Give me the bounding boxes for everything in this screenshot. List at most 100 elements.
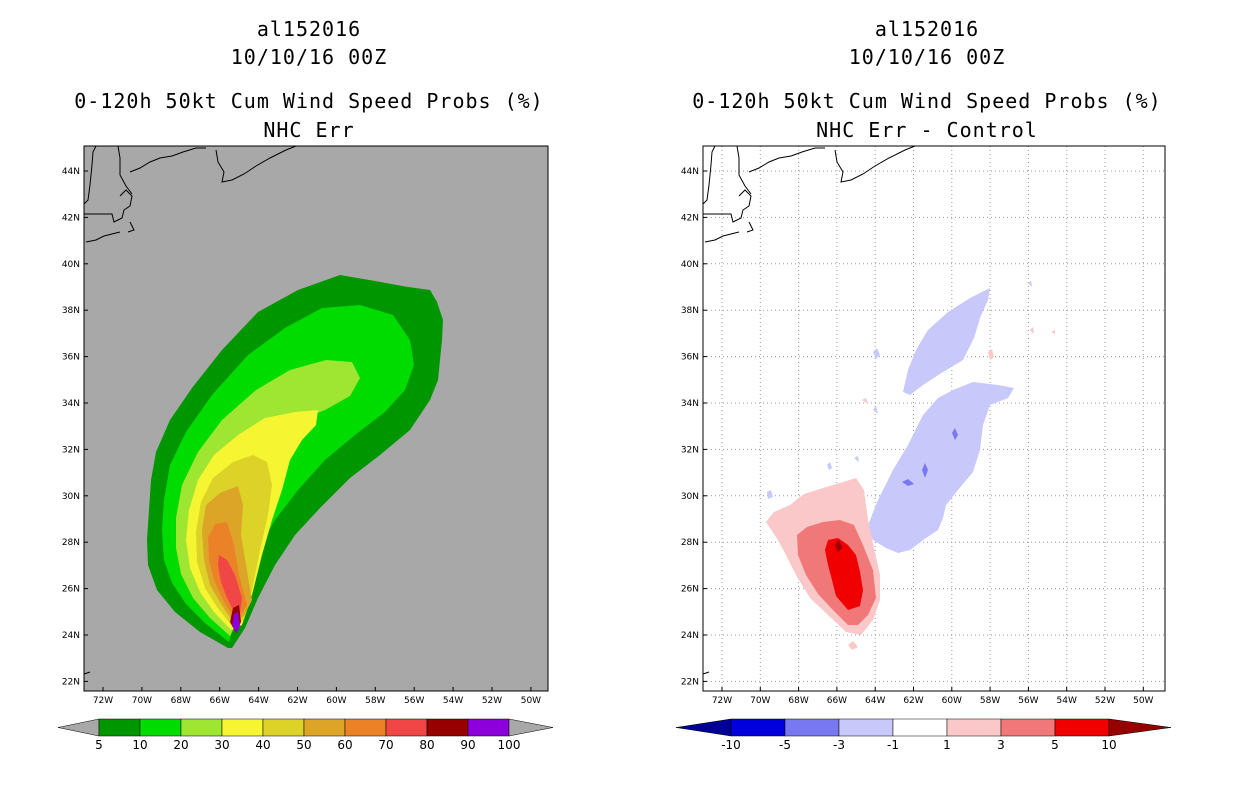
right-contour-minus-1-to-3-north: [903, 288, 990, 395]
colorbar-swatch: [1054, 718, 1110, 737]
lat-label: 34N: [62, 399, 80, 409]
lon-label: 68W: [171, 696, 191, 706]
colorbar-label: 60: [337, 738, 352, 752]
right-contour-minus-dot8: [1028, 281, 1032, 287]
lat-label: 30N: [62, 492, 80, 502]
colorbar-swatch: [426, 718, 469, 737]
right-title-product: 0-120h 50kt Cum Wind Speed Probs (%): [692, 89, 1162, 113]
lat-label: 42N: [681, 213, 699, 223]
lat-label: 44N: [62, 167, 80, 177]
colorbar-label: 10: [132, 738, 147, 752]
colorbar-label: 1: [943, 738, 951, 752]
colorbar-label: 50: [296, 738, 311, 752]
colorbar-label: -3: [833, 738, 845, 752]
left-title-date: 10/10/16 00Z: [230, 45, 388, 69]
right-colorbar-labels: -10 -5 -3 -1 1 3 5 10: [721, 738, 1116, 752]
right-contour-plus-5-to-10: [825, 538, 863, 610]
lon-label: 54W: [1057, 696, 1077, 706]
left-coastlines: [83, 145, 297, 675]
lat-label: 24N: [62, 631, 80, 641]
colorbar-label: 5: [95, 738, 103, 752]
right-contour-plus-dot1: [848, 641, 858, 650]
lat-label: 22N: [62, 677, 80, 687]
left-title-storm-id: al152016: [256, 17, 362, 41]
right-colorbar: [675, 718, 1172, 737]
colorbar-swatch: [838, 718, 894, 737]
lon-label: 58W: [980, 696, 1000, 706]
colorbar-label: 40: [255, 738, 270, 752]
colorbar-swatch: [344, 718, 387, 737]
right-title-subtitle: NHC Err - Control: [816, 118, 1038, 142]
right-lon-axis: 72W 70W 68W 66W 64W 62W 60W 58W 56W 54W 52W 50W: [712, 687, 1154, 706]
lon-label: 56W: [1018, 696, 1038, 706]
right-contour-minus-3-dot1: [952, 428, 958, 440]
right-lat-axis: 44N 42N 40N 38N 36N 34N 32N 30N 28N 26N 24N 22N: [681, 167, 707, 687]
lon-label: 70W: [750, 696, 770, 706]
colorbar-swatch: [892, 718, 948, 737]
right-contour-plus-dot3: [988, 349, 994, 360]
lat-label: 36N: [62, 353, 80, 363]
colorbar-label: -1: [887, 738, 899, 752]
left-contour-70: [218, 555, 242, 614]
colorbar-label: -10: [721, 738, 741, 752]
lat-label: 30N: [681, 492, 699, 502]
colorbar-swatch: [467, 718, 510, 737]
lat-label: 26N: [62, 585, 80, 595]
lat-label: 22N: [681, 677, 699, 687]
left-lon-axis: 72W 70W 68W 66W 64W 62W 60W 58W 56W 54W 52W 50W: [93, 687, 541, 706]
left-contour-90: [232, 612, 240, 633]
lat-label: 32N: [681, 445, 699, 455]
lon-label: 72W: [93, 696, 113, 706]
lon-label: 64W: [865, 696, 885, 706]
colorbar-left-arrow: [57, 718, 100, 737]
colorbar-label: 80: [419, 738, 434, 752]
colorbar-label: 70: [378, 738, 393, 752]
right-contour-minus-3-dot2: [922, 463, 928, 478]
right-contour-plus-dot2: [862, 398, 868, 404]
colorbar-swatch: [385, 718, 428, 737]
lat-label: 28N: [62, 538, 80, 548]
right-contour-minus-dot9: [873, 406, 878, 414]
right-contour-minus-dot7: [767, 490, 773, 499]
lon-label: 72W: [712, 696, 732, 706]
right-contour-minus-1-to-3: [866, 382, 1014, 553]
colorbar-label: 5: [1051, 738, 1059, 752]
right-difference-contours: [766, 281, 1055, 650]
colorbar-swatch: [98, 718, 141, 737]
lat-label: 34N: [681, 399, 699, 409]
colorbar-swatch: [946, 718, 1002, 737]
lat-label: 44N: [681, 167, 699, 177]
right-title-storm-id: al152016: [874, 17, 980, 41]
right-contour-minus-dot5: [854, 456, 859, 462]
colorbar-swatch: [180, 718, 223, 737]
left-title-subtitle: NHC Err: [263, 118, 355, 142]
left-map-frame: [83, 145, 549, 692]
right-map-frame: [702, 145, 1166, 692]
lat-label: 40N: [681, 260, 699, 270]
left-map: 44N 42N 40N 38N 36N 34N 32N 30N 28N 26N 24N 22N 72W…: [57, 145, 554, 752]
lon-label: 68W: [788, 696, 808, 706]
lat-label: 36N: [681, 353, 699, 363]
right-contour-minus-3-dot3: [902, 479, 914, 486]
colorbar-label: 100: [498, 738, 521, 752]
right-contour-minus-dot4: [873, 348, 880, 359]
right-title-date: 10/10/16 00Z: [848, 45, 1006, 69]
right-contour-plus-dot5: [1051, 330, 1055, 334]
colorbar-label: -5: [779, 738, 791, 752]
left-lat-axis: 44N 42N 40N 38N 36N 34N 32N 30N 28N 26N 24N 22N: [62, 167, 88, 687]
lon-label: 52W: [482, 696, 502, 706]
lat-label: 32N: [62, 445, 80, 455]
lat-label: 40N: [62, 260, 80, 270]
right-contour-minus-dot6: [827, 462, 832, 470]
colorbar-swatch: [221, 718, 264, 737]
lon-label: 66W: [210, 696, 230, 706]
lat-label: 28N: [681, 538, 699, 548]
colorbar-swatch: [139, 718, 182, 737]
left-panel: al152016 10/10/16 00Z 0-120h 50kt Cum Wi…: [57, 17, 554, 752]
lon-label: 60W: [942, 696, 962, 706]
colorbar-swatch: [784, 718, 840, 737]
right-map: 44N 42N 40N 38N 36N 34N 32N 30N 28N 26N 24N 22N 72W…: [675, 145, 1172, 752]
colorbar-swatch: [730, 718, 786, 737]
right-coastlines: [702, 145, 916, 675]
lon-label: 70W: [132, 696, 152, 706]
